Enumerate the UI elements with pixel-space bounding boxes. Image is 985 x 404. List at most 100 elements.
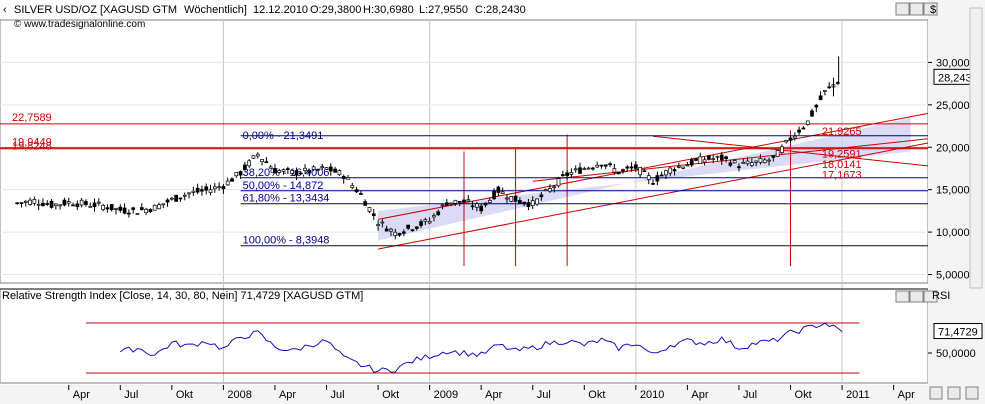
fibonacci-label: 0,00% - 21,3491: [243, 130, 324, 142]
rsi-value-box: [933, 323, 983, 340]
candle-body: [835, 82, 840, 84]
candle-body: [148, 209, 153, 213]
candle-body: [827, 86, 832, 89]
candle-body: [771, 155, 776, 158]
candle-body: [470, 205, 475, 208]
candle-body: [303, 167, 307, 171]
candle-body: [466, 199, 471, 202]
candle-body: [144, 208, 148, 213]
candle-body: [634, 164, 638, 169]
rsi-value-label: 71,4729: [938, 327, 978, 339]
scroll-left-icon[interactable]: [929, 386, 943, 400]
candle-body: [389, 228, 393, 232]
x-tick-label: Jul: [124, 389, 138, 401]
candle-body: [402, 231, 406, 234]
candle-body: [277, 170, 282, 173]
price-tick-label: 10,0000: [936, 227, 976, 239]
minimize-icon: [895, 290, 910, 303]
candle-body: [543, 189, 548, 192]
candle-body: [505, 197, 509, 200]
candle-body: [483, 202, 488, 206]
candle-body: [178, 197, 183, 200]
candle-body: [741, 162, 746, 164]
candle-body: [526, 202, 531, 207]
x-tick-label: 2011: [846, 389, 870, 401]
candle-body: [298, 172, 303, 175]
candle-body: [234, 172, 239, 177]
candle-body: [492, 190, 496, 200]
candle-body: [320, 166, 325, 168]
x-tick-label: Apr: [279, 389, 296, 401]
rsi-label: RSI: [932, 290, 950, 302]
header-interval: Wöchentlich]: [184, 4, 247, 16]
channel-value-label: 21,9265: [822, 126, 862, 138]
candle-body: [286, 168, 290, 171]
candle-body: [419, 221, 423, 226]
level-label: 22,7589: [12, 112, 52, 124]
candle-body: [380, 221, 385, 224]
candle-body: [642, 170, 647, 173]
candle-body: [127, 212, 131, 215]
candle-body: [432, 215, 436, 218]
x-tick-label: Apr: [898, 389, 915, 401]
candle-body: [681, 166, 685, 169]
candle-body: [260, 159, 264, 163]
candle-body: [724, 156, 728, 159]
candle-body: [775, 150, 780, 157]
candle-body: [427, 220, 432, 224]
price-tick-label: 5,0000: [936, 270, 970, 282]
candle-body: [818, 95, 823, 101]
candle-body: [449, 202, 453, 205]
candle-body: [629, 166, 634, 169]
candle-body: [475, 203, 479, 208]
candle-body: [212, 186, 217, 190]
price-tick-label: 20,0000: [936, 142, 976, 154]
header-date: 12.12.2010: [253, 4, 308, 16]
x-tick-label: 2008: [227, 389, 251, 401]
candle-body: [114, 207, 118, 210]
candle-body: [664, 170, 668, 176]
candle-body: [414, 226, 419, 229]
candle-body: [131, 207, 136, 210]
candle-body: [273, 168, 277, 174]
price-tick-label: 25,0000: [936, 100, 976, 112]
candle-body: [406, 224, 410, 229]
candle-body: [694, 158, 698, 161]
candle-body: [75, 203, 80, 208]
candle-body: [780, 146, 784, 153]
candle-body: [462, 199, 466, 203]
candle-body: [79, 199, 84, 206]
candle-body: [685, 164, 690, 167]
channel-upper-line: [377, 112, 929, 220]
x-tick-label: Jul: [537, 389, 551, 401]
candle-body: [560, 174, 565, 177]
candle-body: [784, 140, 789, 143]
candle-body: [346, 177, 350, 180]
candle-body: [92, 202, 97, 208]
candle-body: [453, 199, 458, 204]
x-tick-label: Apr: [73, 389, 90, 401]
scroll-right-icon[interactable]: [947, 386, 961, 400]
candle-body: [84, 201, 88, 205]
candle-body: [316, 168, 320, 171]
candle-body: [762, 159, 767, 164]
candle-body: [384, 228, 389, 232]
candle-body: [737, 166, 741, 169]
candle-body: [672, 169, 677, 172]
candle-body: [689, 159, 694, 166]
candle-body: [15, 202, 20, 205]
level-label: 19,9449: [12, 137, 52, 149]
candle-body: [711, 158, 716, 160]
candles-group: [15, 56, 840, 240]
vertical-scrollbar[interactable]: [969, 7, 983, 289]
candle-body: [522, 201, 526, 205]
candle-body: [496, 186, 501, 193]
candle-body: [659, 174, 664, 177]
candle-body: [518, 200, 522, 204]
scroll-end-icon[interactable]: [965, 386, 979, 400]
x-tick-label: Okt: [382, 389, 399, 401]
candle-body: [513, 195, 518, 202]
chevron-left-icon[interactable]: ‹: [3, 4, 7, 16]
candle-body: [487, 199, 492, 203]
